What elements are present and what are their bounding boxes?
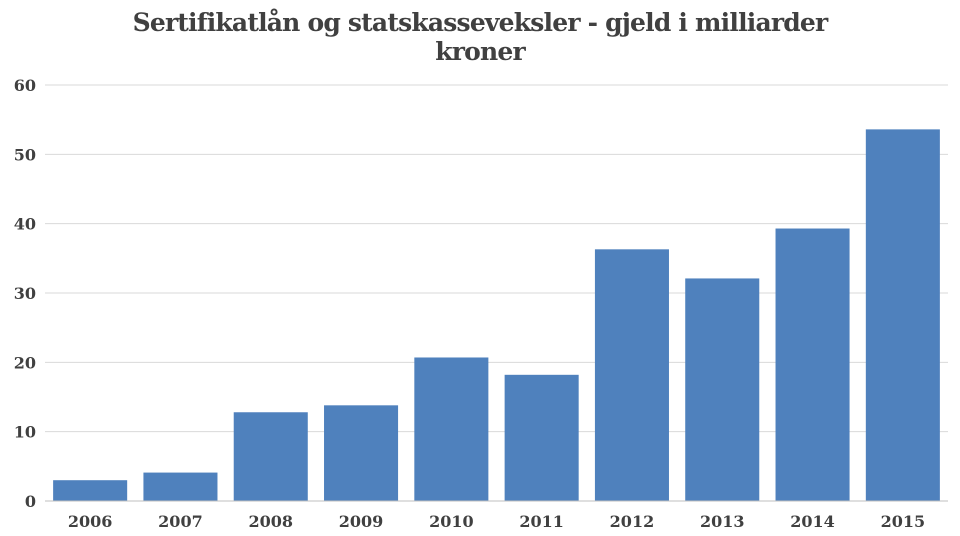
y-tick-label: 30 (14, 284, 36, 303)
y-axis-tick-labels: 0 10 20 30 40 50 60 (14, 76, 36, 511)
y-tick-label: 60 (14, 76, 36, 95)
y-tick-label: 10 (14, 423, 36, 442)
bar-2014 (775, 228, 850, 501)
x-tick-label: 2015 (881, 512, 926, 531)
x-tick-label: 2007 (158, 512, 203, 531)
bar-2013 (685, 278, 760, 501)
x-tick-label: 2014 (790, 512, 835, 531)
bar-2012 (594, 249, 669, 501)
x-tick-label: 2011 (519, 512, 564, 531)
y-tick-label: 40 (14, 215, 36, 234)
bar-2009 (324, 405, 399, 501)
y-tick-label: 20 (14, 353, 36, 372)
y-tick-label: 0 (25, 492, 36, 511)
x-tick-label: 2012 (610, 512, 655, 531)
x-tick-label: 2010 (429, 512, 474, 531)
bar-2011 (504, 374, 579, 501)
x-tick-label: 2009 (339, 512, 384, 531)
bar-2015 (865, 129, 940, 501)
y-tick-label: 50 (14, 145, 36, 164)
bar-2007 (143, 472, 218, 501)
bar-2010 (414, 357, 489, 501)
bar-2006 (53, 480, 128, 501)
chart-title-line-1: Sertifikatlån og statskasseveksler - gje… (133, 8, 829, 37)
chart-title-line-2: kroner (435, 37, 526, 66)
x-tick-label: 2013 (700, 512, 745, 531)
x-tick-label: 2006 (68, 512, 113, 531)
bar-2008 (233, 412, 308, 501)
x-tick-label: 2008 (248, 512, 293, 531)
bars (53, 129, 940, 501)
x-axis-tick-labels: 2006 2007 2008 2009 2010 2011 2012 2013 2014 2015 (68, 512, 925, 531)
